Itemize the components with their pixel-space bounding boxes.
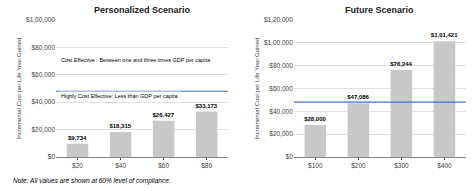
- svg-text:$1,01,421: $1,01,421: [431, 32, 458, 38]
- svg-text:$76,244: $76,244: [390, 61, 412, 67]
- svg-text:Incremental Cost per Life Year: Incremental Cost per Life Year Gained: [254, 38, 260, 140]
- svg-text:$0: $0: [286, 153, 294, 160]
- svg-text:$200: $200: [351, 162, 366, 169]
- svg-text:$9,734: $9,734: [68, 135, 87, 141]
- svg-text:$40: $40: [115, 162, 126, 169]
- svg-text:$40,000: $40,000: [269, 108, 293, 115]
- svg-text:$1,00,000: $1,00,000: [264, 39, 293, 46]
- svg-text:$1,00,000: $1,00,000: [26, 16, 55, 23]
- svg-text:$20,000: $20,000: [269, 130, 293, 137]
- svg-text:$80: $80: [201, 162, 212, 169]
- svg-text:$100: $100: [308, 162, 323, 169]
- svg-text:$300: $300: [394, 162, 409, 169]
- svg-text:$0: $0: [48, 153, 56, 160]
- svg-text:$18,315: $18,315: [109, 123, 131, 129]
- svg-text:Future Scenario: Future Scenario: [345, 5, 414, 15]
- svg-text:$60,000: $60,000: [32, 71, 56, 78]
- svg-text:Note: All values are shown at: Note: All values are shown at 60% level …: [13, 177, 171, 185]
- svg-text:$1,20,000: $1,20,000: [264, 16, 293, 23]
- svg-text:Cost Effective : Between one a: Cost Effective : Between one and three t…: [61, 57, 211, 63]
- svg-text:$20: $20: [72, 162, 83, 169]
- svg-text:$60,000: $60,000: [269, 85, 293, 92]
- svg-text:$400: $400: [437, 162, 452, 169]
- svg-text:$20,000: $20,000: [32, 126, 56, 133]
- svg-text:$28,000: $28,000: [304, 116, 326, 122]
- svg-text:$80,000: $80,000: [269, 62, 293, 69]
- svg-text:$80,000: $80,000: [32, 44, 56, 51]
- svg-text:$40,000: $40,000: [32, 98, 56, 105]
- svg-text:Highly Cost Effective: Less th: Highly Cost Effective: Less than GDP per…: [61, 93, 179, 99]
- svg-text:Incremental Cost per Life Year: Incremental Cost per Life Year Gained: [16, 38, 22, 140]
- svg-text:$47,086: $47,086: [347, 94, 369, 100]
- svg-text:Personalized Scenario: Personalized Scenario: [94, 5, 191, 15]
- svg-text:$26,427: $26,427: [152, 112, 174, 118]
- svg-text:$60: $60: [158, 162, 169, 169]
- svg-text:$33,173: $33,173: [195, 103, 217, 109]
